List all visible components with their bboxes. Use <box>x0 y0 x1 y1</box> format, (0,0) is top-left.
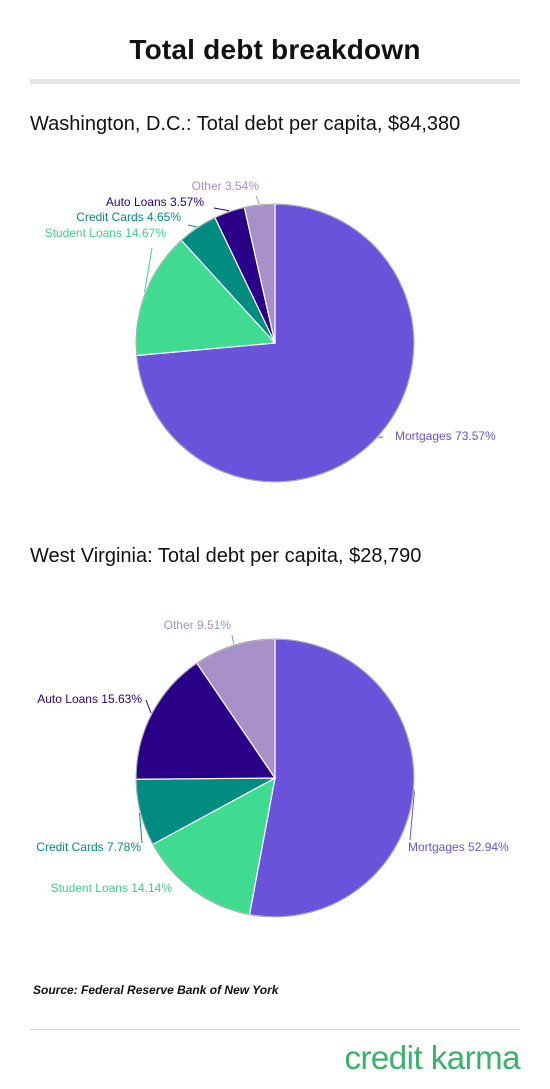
slice-label-other: Other 3.54% <box>192 179 260 193</box>
chart-title-wv: West Virginia: Total debt per capita, $2… <box>30 545 422 567</box>
leader-line-student-loans <box>144 247 153 293</box>
leader-line-other <box>231 634 235 645</box>
leader-line-credit-cards <box>187 224 197 228</box>
leader-line-credit-cards <box>139 813 143 844</box>
footer-divider <box>30 1029 520 1030</box>
slice-label-auto-loans: Auto Loans 15.63% <box>37 692 142 706</box>
title-divider <box>30 79 520 84</box>
leader-line-other <box>255 195 260 205</box>
source-note: Source: Federal Reserve Bank of New York <box>33 983 279 997</box>
leader-line-mortgages <box>409 790 415 841</box>
leader-line-auto-loans <box>145 699 152 714</box>
brand-logo: credit karma <box>344 1039 520 1076</box>
pie-chart-wv: Mortgages 52.94% Student Loans 14.14% Cred… <box>36 618 509 918</box>
chart-title-dc: Washington, D.C.: Total debt per capita,… <box>30 113 461 135</box>
slice-label-auto-loans: Auto Loans 3.57% <box>106 195 204 209</box>
pie-outline <box>135 203 415 483</box>
page-title: Total debt breakdown <box>129 34 421 65</box>
slice-label-student-loans: Student Loans 14.14% <box>51 881 173 895</box>
pie-chart-dc: Mortgages 73.57% Student Loans 14.67% Cred… <box>45 179 496 483</box>
leader-line-auto-loans <box>213 207 230 212</box>
slice-label-student-loans: Student Loans 14.67% <box>45 226 167 240</box>
slice-label-credit-cards: Credit Cards 7.78% <box>36 840 141 854</box>
slice-label-mortgages: Mortgages 73.57% <box>395 429 496 443</box>
pie-outline <box>135 638 415 918</box>
slice-label-credit-cards: Credit Cards 4.65% <box>76 210 181 224</box>
slice-label-other: Other 9.51% <box>164 618 232 632</box>
slice-label-mortgages: Mortgages 52.94% <box>408 840 509 854</box>
